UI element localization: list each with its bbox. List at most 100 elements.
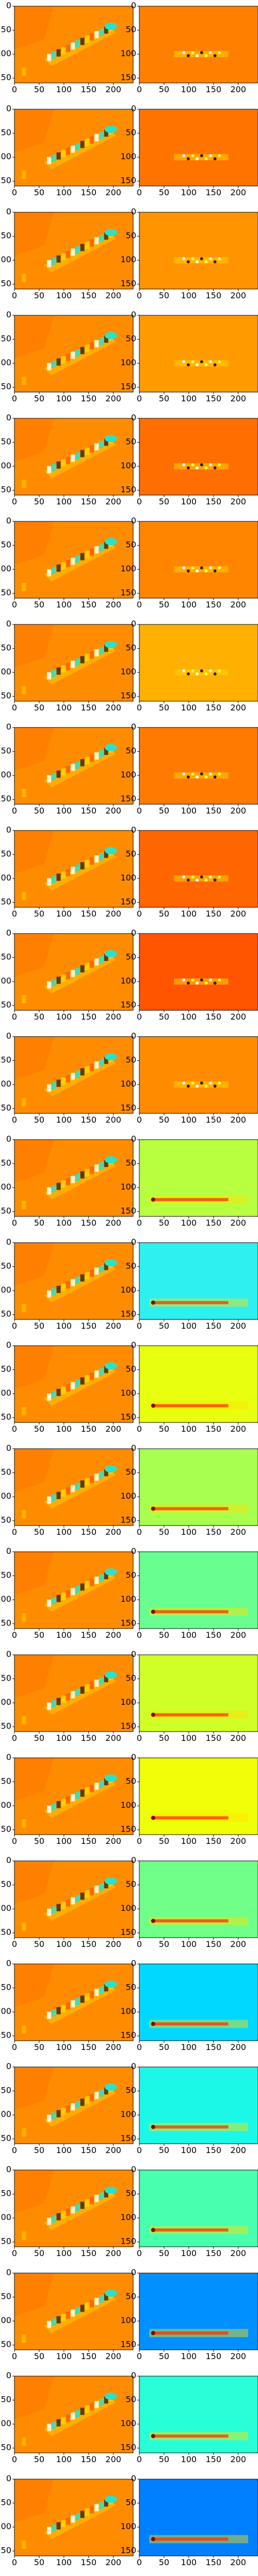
left-feature-block — [61, 356, 66, 364]
left-axis-xtick-label: 0 — [12, 2454, 17, 2464]
right-spot — [218, 1081, 221, 1085]
right-axis-ytick-label: 100 — [120, 2109, 136, 2119]
left-panel: 0 50 100 150 200 0 50 100 150 — [0, 310, 134, 403]
left-axis-ytick-label: 100 — [0, 1285, 11, 1295]
right-streak — [154, 2125, 229, 2129]
figure-row: 0501001502000501001500501001502000501001… — [0, 2473, 258, 2567]
right-axis-frame — [139, 2170, 258, 2247]
left-feature-block — [71, 2206, 75, 2214]
left-feature-block — [71, 1897, 75, 1905]
left-feature-block — [75, 1276, 80, 1284]
left-axis-ytick-label: 50 — [1, 2189, 11, 2198]
right-spot — [151, 1506, 155, 1511]
left-feature-block — [85, 860, 89, 868]
left-feature-block — [85, 2302, 89, 2310]
left-feature-block — [47, 466, 52, 473]
right-panel: 0 50 100 150 200 0 50 100 150 — [120, 928, 258, 1022]
left-feature-block — [56, 564, 61, 572]
left-axis-xtick-label: 200 — [105, 1218, 121, 1228]
left-feature-block — [71, 248, 75, 256]
left-feature-block — [104, 1572, 108, 1580]
left-axis-xtick-label: 0 — [12, 1733, 17, 1743]
right-axis-xtick-label: 0 — [137, 1321, 142, 1331]
left-feature-block — [104, 954, 108, 961]
figure-row: 0501001502000501001500501001502000501001… — [0, 2164, 258, 2258]
right-axis-ytick-label: 100 — [120, 48, 136, 58]
left-shade — [14, 2170, 54, 2213]
left-axis-ytick-label: 150 — [0, 2030, 11, 2040]
right-axis-xtick-label: 0 — [137, 703, 142, 713]
right-axis-ytick-label: 0 — [131, 310, 136, 319]
left-feature-block — [75, 1688, 80, 1696]
left-axis-xtick-label: 50 — [34, 1527, 44, 1537]
right-spot — [196, 981, 199, 985]
right-spot — [196, 260, 199, 264]
right-axis-xtick-label: 200 — [230, 703, 246, 713]
right-axis-frame — [139, 1654, 258, 1732]
left-feature-block — [99, 647, 104, 654]
left-feature-block — [56, 2007, 61, 2014]
left-feature-block — [104, 1778, 108, 1786]
left-axis-xtick-label: 150 — [80, 2454, 96, 2464]
right-axis-xtick-label: 0 — [137, 1939, 142, 1949]
left-feature-block — [52, 979, 56, 987]
left-feature-block — [80, 1377, 85, 1385]
left-axis-frame — [14, 1654, 134, 1732]
left-feature-block — [94, 855, 99, 863]
left-feature-block — [90, 1991, 94, 1998]
figure-row: 0501001502000501001500501001502000501001… — [0, 1855, 258, 1949]
right-axis-xtick-label: 100 — [181, 1836, 197, 1846]
left-axis-ytick-label: 0 — [6, 1958, 11, 1968]
left-feature-block — [66, 1590, 70, 1598]
right-spot — [182, 978, 186, 982]
right-axis-ytick-label: 50 — [126, 849, 136, 859]
left-feature-block — [71, 1176, 75, 1183]
right-axis-xtick-label: 50 — [159, 497, 169, 506]
right-axis-xtick-label: 100 — [181, 1733, 197, 1743]
right-axis-ytick-label: 0 — [131, 2473, 136, 2483]
left-axis-ytick-label: 150 — [0, 73, 11, 82]
left-highlight — [104, 2083, 117, 2091]
left-feature-block — [56, 461, 61, 469]
left-axis-ytick-label: 150 — [0, 2236, 11, 2246]
left-feature-block — [99, 131, 104, 139]
right-axis-xtick-label: 50 — [159, 2042, 169, 2052]
right-axis-xtick-label: 200 — [230, 84, 246, 94]
right-bg — [139, 727, 258, 804]
left-shade — [14, 1861, 54, 1904]
right-axis-ytick-label: 0 — [131, 1134, 136, 1144]
left-feature-block — [47, 775, 52, 783]
right-streak — [154, 2537, 229, 2541]
left-feature-block — [75, 1791, 80, 1799]
right-axis-xtick-label: 50 — [159, 2145, 169, 2155]
left-feature-block — [47, 2011, 52, 2019]
right-spot — [182, 875, 186, 879]
left-feature-block — [66, 2517, 70, 2525]
left-panel: 0 50 100 150 200 0 50 100 150 — [0, 1340, 134, 1434]
left-axis-xtick-label: 100 — [56, 2351, 72, 2361]
left-feature-block — [47, 2217, 52, 2225]
left-axis-frame — [14, 315, 134, 393]
right-spot — [204, 878, 208, 882]
right-axis-ytick-label: 50 — [126, 1982, 136, 1992]
right-spot — [191, 1081, 195, 1085]
left-axis-xtick-label: 150 — [80, 1115, 96, 1125]
figure-row: 0501001502000501001500501001502000501001… — [0, 1443, 258, 1537]
right-spot — [196, 775, 199, 779]
left-feature-block — [94, 2298, 99, 2306]
left-marker — [22, 480, 26, 488]
left-feature-block — [71, 145, 75, 153]
right-spot — [186, 466, 190, 470]
right-streak — [154, 2331, 229, 2335]
left-axis-ytick-label: 0 — [6, 2267, 11, 2277]
left-feature-block — [80, 1068, 85, 1076]
right-axis-frame — [139, 418, 258, 496]
right-bg — [139, 1037, 258, 1113]
left-feature-block — [61, 1592, 66, 1600]
right-axis-xtick-label: 150 — [205, 1218, 221, 1228]
right-axis-xtick-label: 0 — [137, 188, 142, 197]
left-highlight — [104, 1671, 117, 1679]
left-panel: 0 50 100 150 200 0 50 100 150 — [0, 2370, 134, 2464]
right-axis-xtick-label: 100 — [181, 1527, 197, 1537]
left-shade — [14, 1140, 54, 1183]
